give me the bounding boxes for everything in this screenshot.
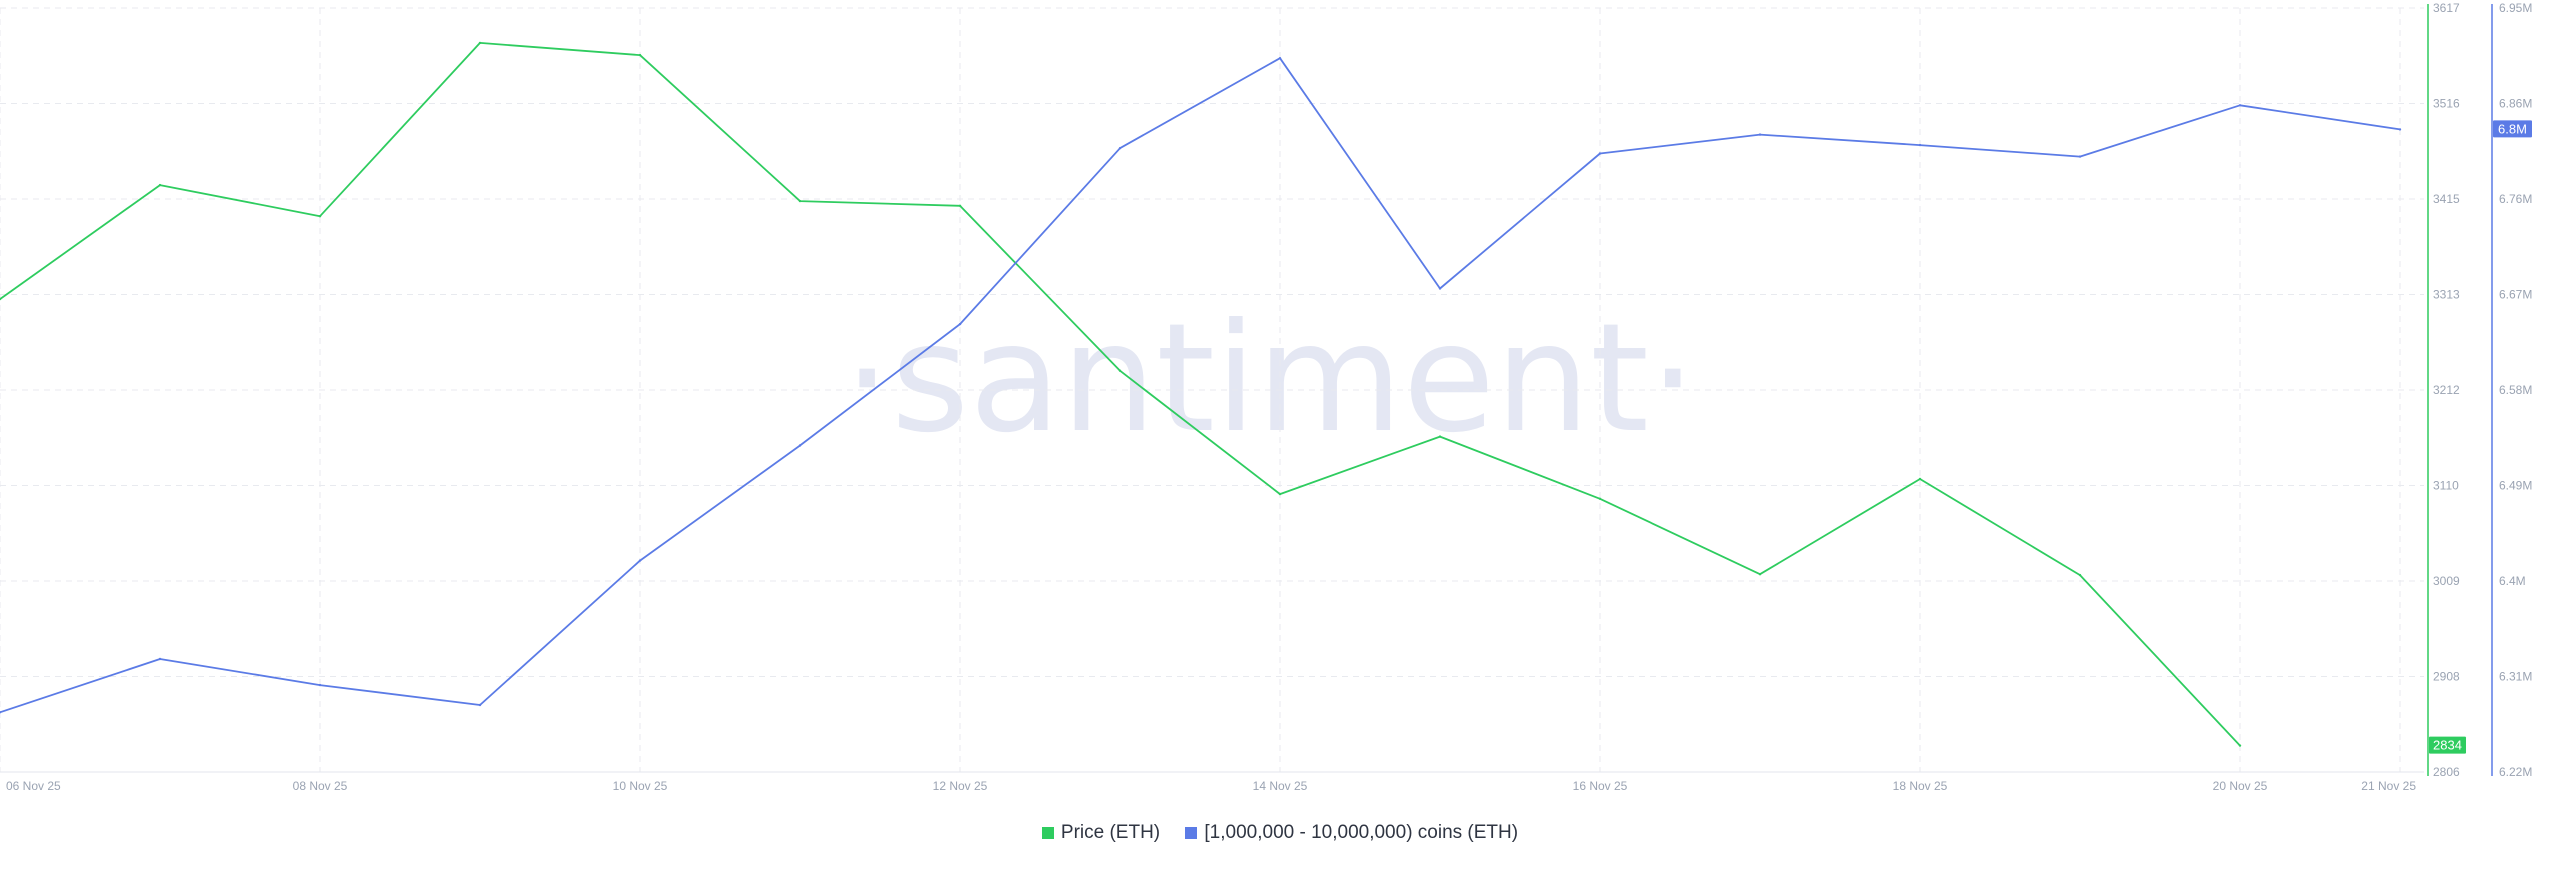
price-axis-tick-label: 3415 xyxy=(2433,192,2460,206)
price-data-point xyxy=(1118,369,1122,372)
holders-data-point xyxy=(158,657,162,661)
holders-data-point xyxy=(2398,128,2402,131)
price-last-value-badge xyxy=(2429,736,2466,754)
x-axis-tick-label: 06 Nov 25 xyxy=(6,779,61,793)
price-data-point xyxy=(318,215,322,218)
price-data-point xyxy=(1918,477,1922,481)
price-data-point xyxy=(158,183,162,187)
holders-last-value-badge xyxy=(2493,120,2532,138)
holders-data-point xyxy=(638,559,642,562)
price-data-point xyxy=(2078,573,2082,577)
price-data-point xyxy=(1438,435,1442,438)
price-data-point xyxy=(1758,573,1762,576)
price-axis-tick-label: 2806 xyxy=(2433,765,2460,779)
price-axis-tick-label: 3009 xyxy=(2433,574,2460,588)
axis-labels: 3617 3516 3415 3313 3212 3110 3009 2908 2806 6.95… xyxy=(6,1,2532,793)
x-axis-tick-label: 10 Nov 25 xyxy=(613,779,668,793)
price-axis-tick-label: 3110 xyxy=(2433,479,2459,493)
price-data-point xyxy=(1598,497,1602,500)
x-axis-tick-label: 16 Nov 25 xyxy=(1573,779,1628,793)
x-axis-tick-label: 20 Nov 25 xyxy=(2213,779,2268,793)
holders-data-point xyxy=(1118,147,1122,150)
axes xyxy=(0,4,2493,776)
legend-label-holders: [1,000,000 - 10,000,000) coins (ETH) xyxy=(1204,822,1519,843)
x-axis-tick-label: 18 Nov 25 xyxy=(1893,779,1948,793)
legend-item-price[interactable]: Price (ETH) xyxy=(1041,822,1161,844)
x-axis-tick-label: 14 Nov 25 xyxy=(1253,779,1308,793)
price-axis-tick-label: 3313 xyxy=(2433,288,2460,302)
holders-data-point xyxy=(958,322,962,326)
holders-axis-tick-label: 6.22M xyxy=(2499,765,2532,779)
holders-data-point xyxy=(1278,57,1282,60)
grid-lines xyxy=(0,7,2424,773)
holders-data-point xyxy=(1918,143,1922,147)
legend-label-price: Price (ETH) xyxy=(1060,822,1161,843)
watermark-text: ·santiment· xyxy=(843,292,1696,466)
holders-axis-tick-label: 6.67M xyxy=(2499,288,2532,302)
price-axis-tick-label: 3516 xyxy=(2433,97,2460,111)
price-axis-tick-label: 3212 xyxy=(2433,383,2460,397)
holders-data-point xyxy=(1598,152,1602,155)
holders-data-point xyxy=(478,703,482,707)
holders-axis-tick-label: 6.49M xyxy=(2499,479,2532,493)
price-data-point xyxy=(958,204,962,207)
price-data-point xyxy=(638,53,642,57)
price-axis-tick-label: 2908 xyxy=(2433,670,2460,684)
legend-item-holders[interactable]: [1,000,000 - 10,000,000) coins (ETH) xyxy=(1185,822,1518,844)
legend-swatch-holders xyxy=(1185,827,1198,839)
holders-axis-tick-label: 6.31M xyxy=(2499,670,2532,684)
price-last-value-label: 2834 xyxy=(2433,738,2462,753)
holders-data-point xyxy=(2238,104,2242,107)
holders-data-point xyxy=(0,711,2,714)
holders-data-point xyxy=(2078,155,2082,158)
legend: Price (ETH) [1,000,000 - 10,000,000) coi… xyxy=(0,822,2560,845)
holders-last-value-label: 6.8M xyxy=(2498,121,2527,136)
series-lines xyxy=(0,41,2402,747)
holders-series-line xyxy=(0,57,2401,714)
price-data-point xyxy=(798,199,802,203)
price-data-point xyxy=(478,41,482,45)
holders-data-point xyxy=(1438,287,1442,290)
price-data-point xyxy=(0,297,2,301)
holders-axis-tick-label: 6.86M xyxy=(2499,97,2532,111)
holders-axis-tick-label: 6.76M xyxy=(2499,192,2532,206)
holders-data-point xyxy=(1758,133,1762,136)
holders-axis-tick-label: 6.4M xyxy=(2499,574,2526,588)
price-axis-tick-label: 3617 xyxy=(2433,1,2460,15)
x-axis-tick-label: 12 Nov 25 xyxy=(933,779,988,793)
holders-data-point xyxy=(318,683,322,687)
price-data-point xyxy=(1278,492,1282,496)
legend-swatch-price xyxy=(1041,827,1054,839)
holders-axis-tick-label: 6.95M xyxy=(2499,1,2532,15)
holders-axis-tick-label: 6.58M xyxy=(2499,383,2532,397)
x-axis-tick-label: 08 Nov 25 xyxy=(293,779,348,793)
price-data-point xyxy=(2238,744,2242,747)
holders-data-point xyxy=(798,444,802,447)
x-axis-tick-label: 21 Nov 25 xyxy=(2361,779,2416,793)
